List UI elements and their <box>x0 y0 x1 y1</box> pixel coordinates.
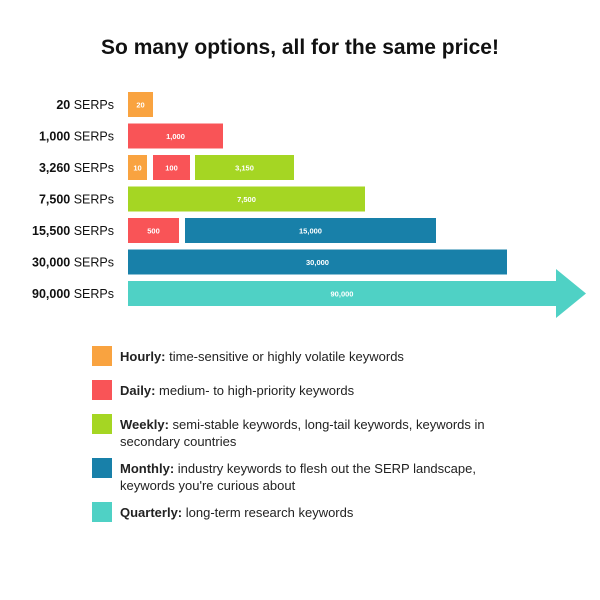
bar-daily <box>128 123 223 149</box>
row-label: 3,260 SERPs <box>39 161 114 175</box>
row-label: 15,500 SERPs <box>32 224 114 238</box>
row-unit: SERPs <box>70 98 114 112</box>
bar-value-label: 3,150 <box>235 164 254 173</box>
bar-hourly <box>128 155 147 180</box>
legend-series-name: Daily: <box>120 383 156 398</box>
legend-item-monthly: Monthly: industry keywords to flesh out … <box>92 458 532 494</box>
legend: Hourly: time-sensitive or highly volatil… <box>92 346 532 536</box>
legend-series-name: Monthly: <box>120 461 175 476</box>
row-label: 30,000 SERPs <box>32 256 114 270</box>
bar-arrow-quarterly <box>128 269 586 318</box>
bar-value-label: 15,000 <box>299 227 322 236</box>
row-unit: SERPs <box>70 161 114 175</box>
legend-series-description: industry keywords to flesh out the SERP … <box>120 461 476 493</box>
legend-swatch <box>92 346 112 366</box>
row-total: 7,500 <box>39 193 70 207</box>
row-unit: SERPs <box>70 287 114 301</box>
legend-text: Hourly: time-sensitive or highly volatil… <box>120 346 404 365</box>
legend-series-name: Quarterly: <box>120 505 183 520</box>
row-total: 90,000 <box>32 287 70 301</box>
row-label: 90,000 SERPs <box>32 287 114 301</box>
row-label: 7,500 SERPs <box>39 193 114 207</box>
bar-value-label: 10 <box>133 164 141 173</box>
legend-text: Quarterly: long-term research keywords <box>120 502 353 521</box>
legend-item-hourly: Hourly: time-sensitive or highly volatil… <box>92 346 532 366</box>
legend-text: Weekly: semi-stable keywords, long-tail … <box>120 414 532 450</box>
bar-monthly <box>128 249 507 275</box>
bar-value-label: 20 <box>136 101 144 110</box>
bar-value-label: 30,000 <box>306 258 329 267</box>
bar-value-label: 90,000 <box>331 290 354 299</box>
bar-value-label: 100 <box>165 164 178 173</box>
legend-swatch <box>92 458 112 478</box>
bar-daily <box>153 155 190 180</box>
legend-series-description: time-sensitive or highly volatile keywor… <box>165 349 404 364</box>
row-label: 20 SERPs <box>56 98 114 112</box>
row-total: 15,500 <box>32 224 70 238</box>
bar-value-label: 1,000 <box>166 132 185 141</box>
legend-series-name: Hourly: <box>120 349 166 364</box>
legend-series-description: long-term research keywords <box>182 505 354 520</box>
legend-series-description: medium- to high-priority keywords <box>155 383 355 398</box>
row-unit: SERPs <box>70 256 114 270</box>
row-total: 20 <box>56 98 70 112</box>
row-total: 1,000 <box>39 130 70 144</box>
bar-daily <box>128 218 179 243</box>
bar-weekly <box>195 155 294 180</box>
bar-weekly <box>128 186 365 212</box>
row-total: 30,000 <box>32 256 70 270</box>
legend-item-weekly: Weekly: semi-stable keywords, long-tail … <box>92 414 532 450</box>
bar-monthly <box>185 218 436 243</box>
row-unit: SERPs <box>70 224 114 238</box>
legend-series-description: semi-stable keywords, long-tail keywords… <box>120 417 485 449</box>
row-total: 3,260 <box>39 161 70 175</box>
legend-series-name: Weekly: <box>120 417 169 432</box>
legend-swatch <box>92 414 112 434</box>
legend-item-quarterly: Quarterly: long-term research keywords <box>92 502 532 522</box>
row-label: 1,000 SERPs <box>39 130 114 144</box>
legend-text: Daily: medium- to high-priority keywords <box>120 380 354 399</box>
legend-swatch <box>92 380 112 400</box>
legend-text: Monthly: industry keywords to flesh out … <box>120 458 532 494</box>
chart-title: So many options, all for the same price! <box>101 36 499 59</box>
bar-hourly <box>128 92 153 117</box>
legend-swatch <box>92 502 112 522</box>
bar-value-label: 500 <box>147 227 160 236</box>
legend-item-daily: Daily: medium- to high-priority keywords <box>92 380 532 400</box>
row-unit: SERPs <box>70 193 114 207</box>
bar-value-label: 7,500 <box>237 195 256 204</box>
row-unit: SERPs <box>70 130 114 144</box>
